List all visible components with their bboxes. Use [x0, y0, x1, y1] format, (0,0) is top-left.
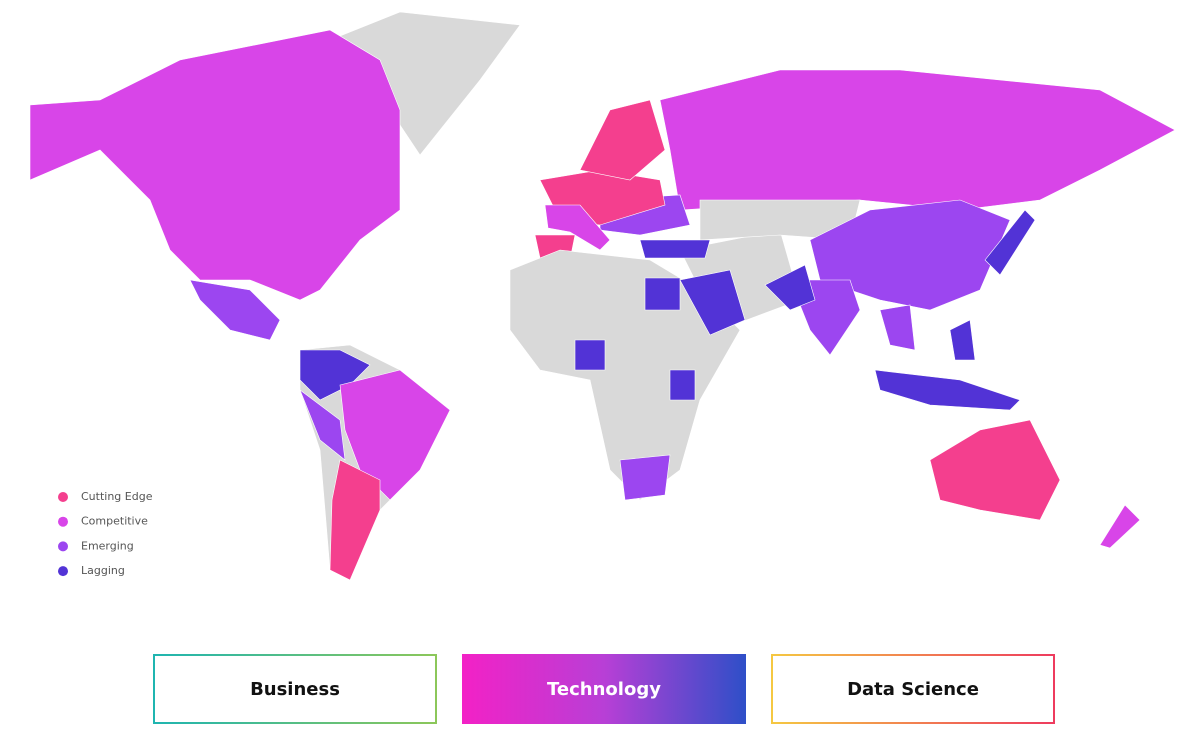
tab[interactable]: Data Science: [771, 654, 1055, 724]
turkey: [639, 239, 711, 259]
russia: [659, 69, 1176, 211]
pakistan: [764, 264, 816, 311]
egypt: [644, 277, 681, 311]
argentina: [329, 459, 381, 581]
japan: [984, 209, 1036, 276]
tab-background: [462, 654, 746, 724]
legend: Cutting Edge Competitive Emerging Lagging: [58, 490, 153, 577]
tab-label[interactable]: Business: [250, 679, 340, 700]
thailand: [879, 304, 916, 351]
tab-border: [153, 654, 437, 724]
tab-border: [771, 654, 1055, 724]
africa: [509, 249, 741, 501]
new-zealand: [1099, 504, 1141, 549]
tab-label[interactable]: Technology: [547, 679, 661, 700]
legend-label: Lagging: [81, 564, 125, 577]
legend-swatch: [58, 566, 68, 577]
kenya: [669, 369, 696, 401]
scandinavia: [579, 99, 666, 181]
nigeria: [574, 339, 606, 371]
tab[interactable]: Technology: [462, 654, 746, 724]
philippines: [949, 319, 976, 361]
south-africa: [619, 454, 671, 501]
north-america: [29, 29, 401, 301]
tab-label[interactable]: Data Science: [847, 679, 979, 700]
legend-swatch: [58, 541, 68, 552]
legend-swatch: [58, 516, 68, 527]
saudi-arabia: [679, 269, 746, 336]
legend-label: Competitive: [81, 515, 148, 528]
tab[interactable]: Business: [153, 654, 437, 724]
peru: [299, 389, 346, 461]
australia: [929, 419, 1061, 521]
tabs: Business Technology Data Science: [153, 654, 1055, 724]
mexico: [189, 279, 281, 341]
brazil: [339, 369, 451, 501]
france-italy: [544, 204, 611, 251]
legend-swatch: [58, 492, 68, 502]
legend-label: Emerging: [81, 539, 134, 552]
legend-label: Cutting Edge: [81, 490, 153, 503]
world-map: [29, 11, 1176, 581]
indonesia: [874, 369, 1021, 411]
